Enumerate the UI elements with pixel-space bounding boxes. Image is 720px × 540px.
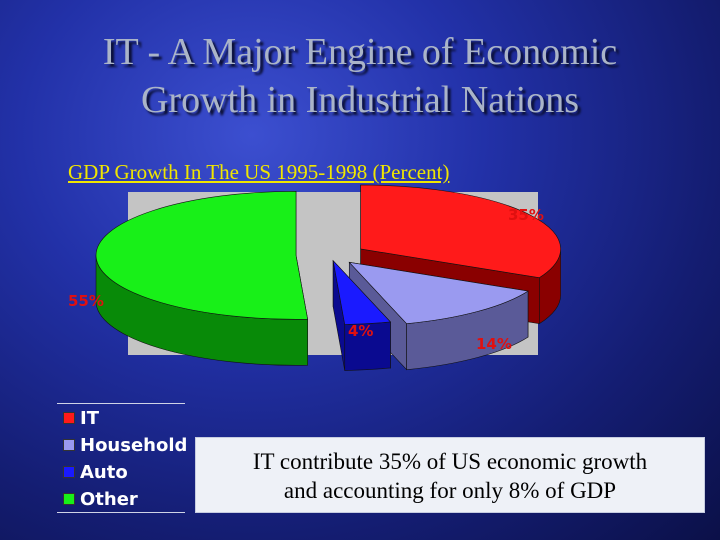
chart-legend: IT Household Auto Other	[57, 403, 187, 513]
legend-label-household: Household	[80, 434, 188, 456]
title-line-2: Growth in Industrial Nations	[140, 79, 579, 121]
title-line-1: IT - A Major Engine of Economic	[102, 31, 618, 73]
pie-labels: 35% 14% 4% 55%	[68, 206, 544, 353]
summary-note: IT contribute 35% of US economic growth …	[195, 437, 705, 513]
pie-slices	[95, 184, 561, 371]
chart-heading: GDP Growth In The US 1995-1998 (Percent)	[68, 160, 450, 184]
legend-swatch-household	[63, 439, 75, 451]
legend-item-household: Household	[63, 433, 187, 457]
legend-swatch-auto	[63, 466, 75, 478]
legend-label-auto: Auto	[80, 461, 128, 483]
legend-swatch-other	[63, 493, 75, 505]
note-line-2: and accounting for only 8% of GDP	[283, 478, 617, 503]
pie-label-auto: 4%	[348, 322, 373, 340]
legend-item-auto: Auto	[63, 460, 128, 484]
pie-label-other: 55%	[68, 292, 104, 310]
legend-label-other: Other	[80, 488, 138, 510]
pie-label-it: 35%	[508, 206, 544, 224]
pie-label-household: 14%	[476, 335, 512, 353]
legend-item-other: Other	[63, 487, 138, 511]
pie-slice-other	[95, 191, 309, 320]
slide-title: IT - A Major Engine of Economic Growth i…	[0, 28, 720, 124]
legend-swatch-it	[63, 412, 75, 424]
legend-label-it: IT	[80, 407, 99, 429]
pie-slice-it	[360, 184, 561, 278]
note-line-1: IT contribute 35% of US economic growth	[252, 449, 648, 474]
pie-slice-household	[348, 261, 529, 324]
legend-item-it: IT	[63, 406, 99, 430]
pie-slice-auto	[332, 259, 392, 325]
